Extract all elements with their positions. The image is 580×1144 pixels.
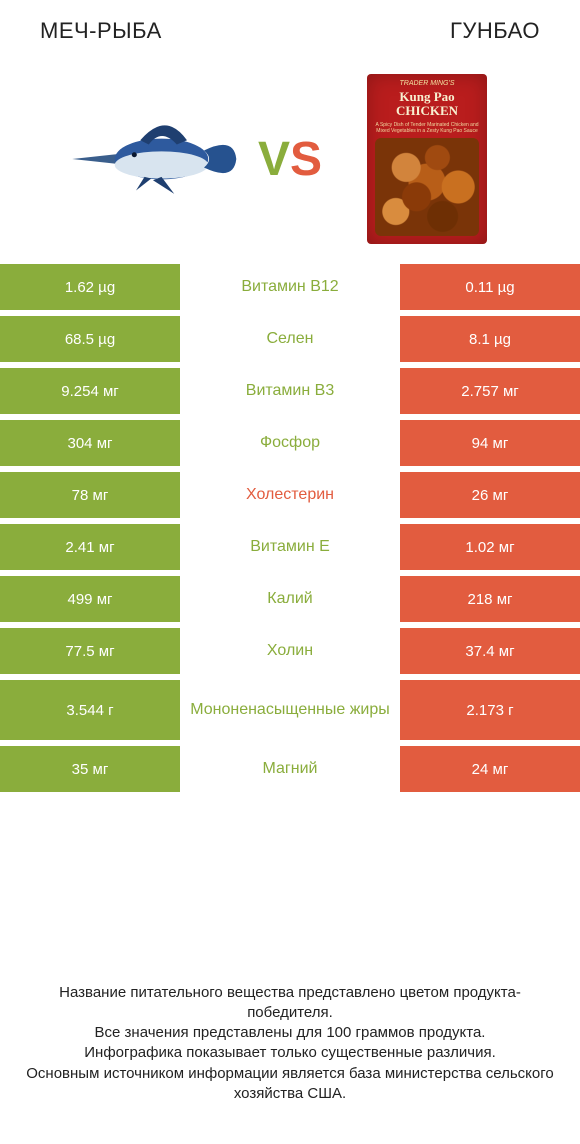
left-value-cell: 78 мг <box>0 472 180 518</box>
table-row: 3.544 гМононенасыщенные жиры2.173 г <box>0 680 580 740</box>
footer-note: Название питательного вещества представл… <box>20 983 560 1105</box>
packet-sub: A Spicy Dish of Tender Marinated Chicken… <box>373 122 481 134</box>
nutrient-label: Мононенасыщенные жиры <box>180 680 400 740</box>
table-row: 2.41 мгВитамин E1.02 мг <box>0 524 580 570</box>
table-row: 68.5 µgСелен8.1 µg <box>0 316 580 362</box>
left-value-cell: 2.41 мг <box>0 524 180 570</box>
right-value-cell: 8.1 µg <box>400 316 580 362</box>
nutrient-label: Холин <box>180 628 400 674</box>
nutrient-label: Калий <box>180 576 400 622</box>
packet-brand: TRADER MING'S <box>367 80 487 87</box>
footer-line-3: Инфографика показывает только существенн… <box>20 1043 560 1063</box>
right-value-cell: 37.4 мг <box>400 628 580 674</box>
table-row: 1.62 µgВитамин B120.11 µg <box>0 264 580 310</box>
swordfish-image <box>68 74 238 244</box>
nutrient-label: Магний <box>180 746 400 792</box>
left-value-cell: 1.62 µg <box>0 264 180 310</box>
left-value-cell: 499 мг <box>0 576 180 622</box>
left-value-cell: 304 мг <box>0 420 180 466</box>
right-value-cell: 2.173 г <box>400 680 580 740</box>
table-row: 77.5 мгХолин37.4 мг <box>0 628 580 674</box>
packet-name: Kung Pao CHICKEN <box>367 90 487 117</box>
left-value-cell: 3.544 г <box>0 680 180 740</box>
footer-line-1: Название питательного вещества представл… <box>20 983 560 1024</box>
comparison-table: 1.62 µgВитамин B120.11 µg 68.5 µgСелен8.1… <box>0 264 580 792</box>
left-value-cell: 77.5 мг <box>0 628 180 674</box>
nutrient-label: Витамин B3 <box>180 368 400 414</box>
packet-food-photo <box>375 138 479 236</box>
right-value-cell: 26 мг <box>400 472 580 518</box>
vs-v: V <box>258 132 290 187</box>
footer-line-2: Все значения представлены для 100 граммо… <box>20 1023 560 1043</box>
nutrient-label: Фосфор <box>180 420 400 466</box>
left-value-cell: 9.254 мг <box>0 368 180 414</box>
footer-line-4: Основным источником информации является … <box>20 1064 560 1105</box>
table-row: 9.254 мгВитамин B32.757 мг <box>0 368 580 414</box>
table-row: 35 мгМагний24 мг <box>0 746 580 792</box>
left-value-cell: 68.5 µg <box>0 316 180 362</box>
nutrient-label: Селен <box>180 316 400 362</box>
header: МЕЧ-РЫБА ГУНБАО <box>0 0 580 54</box>
right-value-cell: 0.11 µg <box>400 264 580 310</box>
table-row: 304 мгФосфор94 мг <box>0 420 580 466</box>
nutrient-label: Холестерин <box>180 472 400 518</box>
right-value-cell: 24 мг <box>400 746 580 792</box>
right-value-cell: 2.757 мг <box>400 368 580 414</box>
kungpao-image: TRADER MING'S Kung Pao CHICKEN A Spicy D… <box>342 74 512 244</box>
nutrient-label: Витамин B12 <box>180 264 400 310</box>
table-row: 499 мгКалий218 мг <box>0 576 580 622</box>
right-value-cell: 1.02 мг <box>400 524 580 570</box>
vs-s: S <box>290 132 322 187</box>
vs-row: VS TRADER MING'S Kung Pao CHICKEN A Spic… <box>0 54 580 264</box>
table-row: 78 мгХолестерин26 мг <box>0 472 580 518</box>
right-value-cell: 94 мг <box>400 420 580 466</box>
left-product-title: МЕЧ-РЫБА <box>40 18 162 44</box>
vs-label: VS <box>258 132 322 187</box>
right-product-title: ГУНБАО <box>450 18 540 44</box>
nutrient-label: Витамин E <box>180 524 400 570</box>
left-value-cell: 35 мг <box>0 746 180 792</box>
right-value-cell: 218 мг <box>400 576 580 622</box>
